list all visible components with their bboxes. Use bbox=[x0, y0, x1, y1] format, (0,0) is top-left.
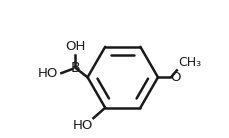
Text: OH: OH bbox=[65, 40, 85, 53]
Text: O: O bbox=[170, 71, 180, 84]
Text: HO: HO bbox=[72, 119, 93, 132]
Text: B: B bbox=[70, 61, 80, 75]
Text: CH₃: CH₃ bbox=[179, 56, 202, 69]
Text: HO: HO bbox=[38, 67, 58, 80]
